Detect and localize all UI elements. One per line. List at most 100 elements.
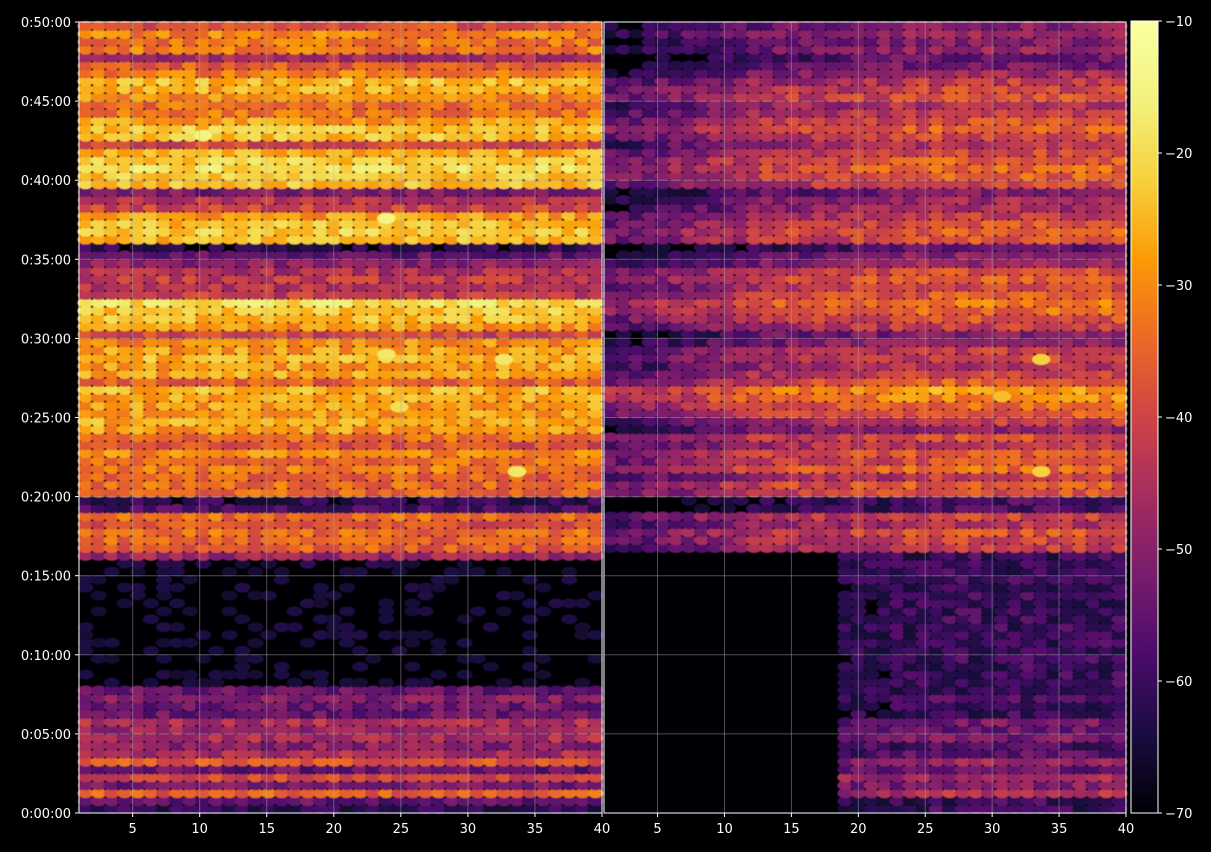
heatmap-cell — [522, 709, 539, 719]
heatmap-cell — [535, 606, 552, 617]
heatmap-cell — [325, 511, 343, 522]
heatmap-cell — [129, 717, 146, 727]
heatmap-cell — [443, 535, 460, 545]
heatmap-cell — [391, 471, 408, 482]
heatmap-cell — [443, 487, 460, 498]
heatmap-cell — [574, 543, 591, 553]
heatmap-cell — [508, 551, 526, 561]
heatmap-cell — [522, 772, 539, 783]
heatmap-cell — [378, 677, 395, 688]
heatmap-cell — [299, 693, 316, 704]
heatmap-cell — [221, 748, 238, 759]
heatmap-cell — [103, 471, 120, 482]
heatmap-cell — [338, 733, 356, 743]
heatmap-cell — [142, 693, 159, 704]
heatmap-cell — [352, 471, 369, 482]
heatmap-cell — [182, 606, 199, 617]
heatmap-cell — [352, 527, 369, 538]
heatmap-cell — [116, 551, 133, 561]
heatmap-cell — [404, 638, 421, 648]
heatmap-cell — [103, 464, 120, 474]
heatmap-cell — [535, 693, 552, 704]
heatmap-cell — [260, 733, 277, 743]
heatmap-cell — [208, 511, 225, 522]
heatmap-cell — [443, 511, 460, 522]
heatmap-cell — [299, 725, 316, 735]
heatmap-cell — [234, 543, 251, 553]
heatmap-cell — [312, 551, 329, 561]
heatmap-cell — [338, 543, 356, 553]
heatmap-cell — [391, 788, 408, 799]
heatmap-cell — [495, 764, 512, 775]
heatmap-cell — [522, 487, 539, 498]
heatmap-cell — [169, 519, 186, 530]
heatmap-cell — [404, 519, 421, 530]
heatmap-cell — [182, 796, 199, 806]
heatmap-cell — [103, 740, 120, 751]
heatmap-cell — [522, 503, 539, 514]
heatmap-cell — [142, 733, 159, 743]
heatmap-cell — [378, 606, 395, 617]
heatmap-cell — [508, 519, 526, 530]
heatmap-cell — [77, 622, 94, 632]
heatmap-cell — [90, 503, 107, 514]
heatmap-cell — [378, 543, 395, 553]
heatmap-cell — [234, 558, 251, 569]
heatmap-cell — [325, 748, 343, 759]
heatmap-cell — [221, 630, 238, 640]
heatmap-cell — [273, 725, 290, 735]
heatmap-cell — [312, 701, 329, 712]
heatmap-cell — [195, 740, 212, 751]
heatmap-cell — [77, 725, 94, 735]
heatmap-cell — [391, 693, 408, 704]
heatmap-cell — [155, 495, 173, 506]
heatmap-cell — [129, 709, 146, 719]
heatmap-cell — [208, 535, 225, 545]
heatmap-cell — [391, 725, 408, 735]
heatmap-cell — [103, 551, 120, 561]
heatmap-cell — [338, 701, 356, 712]
heatmap-cell — [548, 535, 565, 545]
heatmap-cell — [77, 772, 94, 783]
heatmap-cell — [404, 535, 421, 545]
heatmap-cell — [535, 780, 552, 791]
heatmap-cell — [430, 772, 447, 783]
heatmap-cell — [574, 740, 591, 751]
heatmap-cell — [129, 725, 146, 735]
heatmap-cell — [443, 503, 460, 514]
heatmap-cell — [495, 677, 512, 688]
heatmap-cell — [260, 748, 277, 759]
heatmap-cell — [495, 804, 512, 814]
heatmap-cell — [378, 479, 395, 490]
heatmap-cell — [221, 740, 238, 751]
heatmap-cell — [535, 471, 552, 482]
heatmap-cell — [208, 725, 225, 735]
heatmap-cell — [443, 574, 460, 585]
heatmap-cell — [417, 725, 434, 735]
heatmap-cell — [548, 788, 565, 799]
heatmap-cell — [378, 503, 395, 514]
heatmap-cell — [417, 535, 434, 545]
heatmap-cell — [456, 788, 473, 799]
heatmap-cell — [548, 487, 565, 498]
heatmap-cell — [286, 487, 303, 498]
heatmap-cell — [142, 772, 159, 783]
heatmap-cell — [286, 701, 303, 712]
heatmap-cell — [103, 756, 120, 767]
heatmap-cell — [404, 527, 421, 538]
heatmap-cell — [378, 487, 395, 498]
heatmap-cell — [103, 693, 120, 704]
heatmap-cell — [182, 733, 199, 743]
heatmap-cell — [273, 464, 290, 474]
heatmap-cell — [417, 677, 434, 688]
heatmap-cell — [443, 495, 460, 506]
heatmap-cell — [352, 693, 369, 704]
heatmap-cell — [116, 772, 133, 783]
heatmap-cell — [535, 796, 552, 806]
heatmap-cell — [77, 764, 94, 775]
heatmap-cell — [469, 551, 486, 561]
heatmap-cell — [456, 551, 473, 561]
heatmap-cell — [535, 717, 552, 727]
heatmap-cell — [338, 622, 356, 632]
heatmap-cell — [116, 725, 133, 735]
